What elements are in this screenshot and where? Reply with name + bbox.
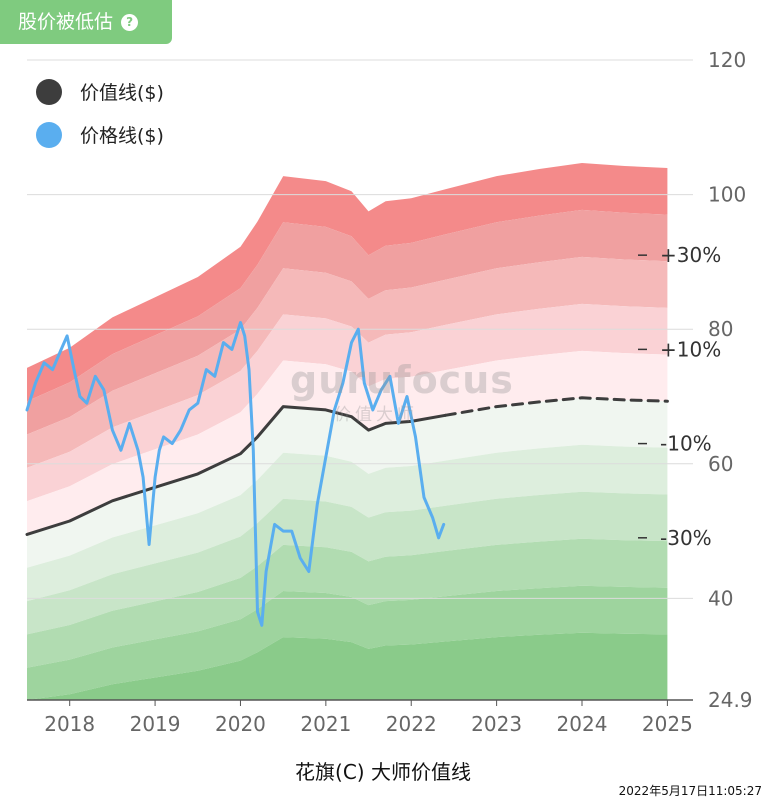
watermark-subtitle: 价值大师 [334, 405, 418, 425]
x-tick-label: 2018 [44, 712, 95, 736]
timestamp: 2022年5月17日11:05:27 [618, 784, 762, 798]
band-label: -30% [660, 526, 712, 550]
price-line [25, 321, 446, 627]
x-tick-label: 2025 [642, 712, 693, 736]
y-tick-label: 24.9 [708, 688, 753, 712]
x-tick-label: 2019 [130, 712, 181, 736]
x-tick-label: 2020 [215, 712, 266, 736]
band-label: +10% [660, 337, 721, 361]
legend-item-price-line[interactable]: 价格线($) [36, 121, 164, 148]
axes-layer: 120 100 80 60 40 24.9 2018 2019 2020 2021 2022 2023… [27, 48, 753, 736]
valuation-band [27, 303, 668, 502]
band-label: -10% [660, 432, 712, 456]
legend-label-price-line: 价格线($) [80, 125, 164, 147]
valuation-band [27, 585, 668, 700]
chart-title: 花旗(C) 大师价值线 [295, 760, 471, 784]
value-line [25, 405, 447, 536]
x-tick-label: 2023 [471, 712, 522, 736]
valuation-band [27, 632, 668, 700]
valuation-band [27, 350, 668, 535]
y-tick-label: 100 [708, 183, 746, 207]
valuation-band [27, 538, 668, 668]
valuation-band [27, 397, 668, 568]
valuation-band [27, 209, 668, 435]
series-layer [25, 321, 669, 627]
y-tick-label: 40 [708, 586, 733, 610]
legend-label-value-line: 价值线($) [80, 82, 164, 104]
undervalued-badge[interactable]: 股价被低估 ? [0, 0, 172, 44]
valuation-band [27, 163, 668, 402]
y-tick-label: 60 [708, 452, 733, 476]
valuation-bands [27, 163, 668, 700]
watermark-logo: gurufocus [290, 358, 514, 402]
valuation-band [27, 444, 668, 602]
grid-lines [27, 59, 693, 599]
value-line-forecast [443, 396, 669, 417]
question-icon[interactable]: ? [121, 14, 139, 31]
x-tick-label: 2024 [557, 712, 608, 736]
band-label: +30% [660, 243, 721, 267]
legend-swatch-price-line [36, 121, 62, 148]
legend-swatch-value-line [36, 78, 62, 105]
y-tick-label: 120 [708, 48, 746, 72]
badge-label: 股价被低估 [18, 11, 114, 33]
x-tick-label: 2022 [386, 712, 437, 736]
y-tick-label: 80 [708, 317, 733, 341]
valuation-band [27, 256, 668, 468]
valuation-band [27, 491, 668, 635]
x-tick-label: 2021 [300, 712, 351, 736]
legend-item-value-line[interactable]: 价值线($) [36, 78, 164, 105]
